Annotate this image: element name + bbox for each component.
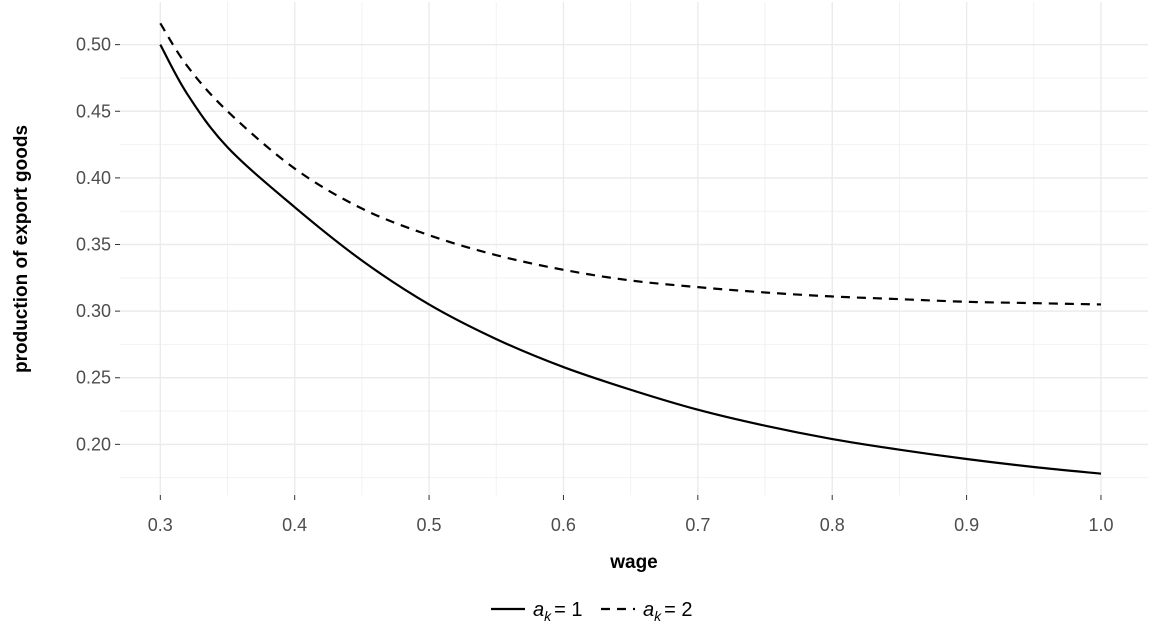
legend: ak = 1 ak = 2 <box>491 599 692 624</box>
panel-background <box>120 2 1148 495</box>
x-axis-ticks: 0.3 0.4 0.5 0.6 0.7 0.8 0.9 1.0 <box>148 495 1113 535</box>
grid-major <box>120 2 1148 495</box>
series-layer <box>159 22 1102 475</box>
x-tick-label: 0.3 <box>148 515 173 535</box>
x-axis-title: wage <box>609 552 658 573</box>
x-tick-label: 1.0 <box>1088 515 1113 535</box>
y-tick-label: 0.50 <box>76 35 111 55</box>
legend-value: = 2 <box>664 599 692 621</box>
x-tick-label: 0.5 <box>417 515 442 535</box>
y-tick-label: 0.35 <box>76 235 111 255</box>
y-tick-label: 0.40 <box>76 168 111 188</box>
y-tick-label: 0.20 <box>76 434 111 454</box>
x-tick-label: 0.7 <box>685 515 710 535</box>
y-axis-title: production of export goods <box>11 125 32 373</box>
y-axis-ticks: 0.20 0.25 0.30 0.35 0.40 0.45 0.50 <box>76 35 120 454</box>
legend-var: a <box>533 599 544 621</box>
grid-minor <box>120 2 1148 495</box>
x-tick-label: 0.8 <box>820 515 845 535</box>
x-tick-label: 0.4 <box>282 515 307 535</box>
series-line-2 <box>159 22 1101 306</box>
legend-value: = 1 <box>554 599 582 621</box>
legend-label-1: ak = 1 <box>533 599 582 624</box>
y-tick-label: 0.30 <box>76 301 111 321</box>
legend-sub: k <box>544 608 552 624</box>
x-tick-label: 0.9 <box>954 515 979 535</box>
legend-label-2: ak = 2 <box>643 599 692 624</box>
series-line-1 <box>159 44 1102 475</box>
y-tick-label: 0.45 <box>76 101 111 121</box>
x-tick-label: 0.6 <box>551 515 576 535</box>
y-tick-label: 0.25 <box>76 368 111 388</box>
legend-sub: k <box>654 608 662 624</box>
legend-var: a <box>643 599 654 621</box>
